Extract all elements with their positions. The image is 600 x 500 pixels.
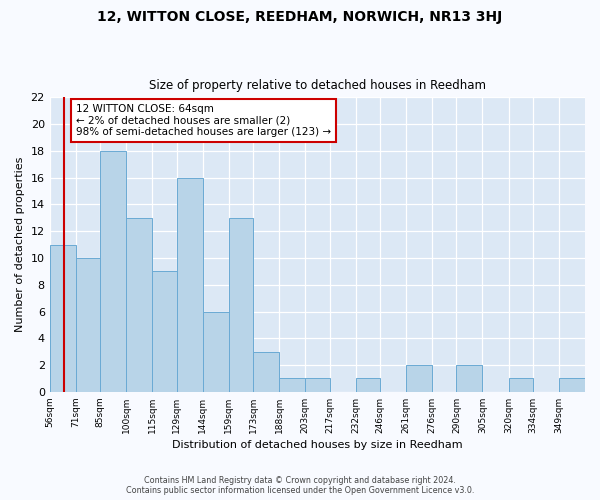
Text: 12, WITTON CLOSE, REEDHAM, NORWICH, NR13 3HJ: 12, WITTON CLOSE, REEDHAM, NORWICH, NR13… (97, 10, 503, 24)
Bar (509, 378, 533, 392)
Bar (126, 218, 152, 392)
Title: Size of property relative to detached houses in Reedham: Size of property relative to detached ho… (149, 79, 486, 92)
Bar (50, 244, 76, 392)
Bar (305, 378, 329, 392)
Bar (253, 352, 279, 392)
Bar (176, 178, 203, 392)
Bar (457, 365, 482, 392)
Bar (229, 218, 253, 392)
Bar (100, 151, 126, 392)
Bar (203, 312, 229, 392)
Bar (406, 365, 432, 392)
Text: 12 WITTON CLOSE: 64sqm
← 2% of detached houses are smaller (2)
98% of semi-detac: 12 WITTON CLOSE: 64sqm ← 2% of detached … (76, 104, 331, 137)
Bar (152, 272, 176, 392)
Y-axis label: Number of detached properties: Number of detached properties (15, 157, 25, 332)
X-axis label: Distribution of detached houses by size in Reedham: Distribution of detached houses by size … (172, 440, 463, 450)
Text: Contains HM Land Registry data © Crown copyright and database right 2024.
Contai: Contains HM Land Registry data © Crown c… (126, 476, 474, 495)
Bar (279, 378, 305, 392)
Bar (356, 378, 380, 392)
Bar (559, 378, 585, 392)
Bar (76, 258, 100, 392)
